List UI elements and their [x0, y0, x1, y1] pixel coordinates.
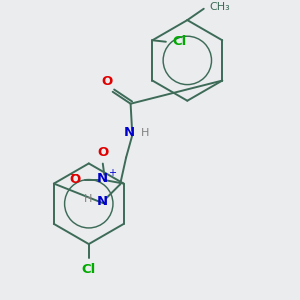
Text: H: H — [84, 194, 92, 204]
Text: H: H — [140, 128, 149, 138]
Text: −: − — [70, 169, 79, 180]
Text: O: O — [69, 173, 80, 186]
Text: O: O — [102, 75, 113, 88]
Text: CH₃: CH₃ — [209, 2, 230, 12]
Text: N: N — [124, 126, 135, 139]
Text: N: N — [97, 195, 108, 208]
Text: Cl: Cl — [82, 263, 96, 276]
Text: O: O — [97, 146, 108, 159]
Text: +: + — [108, 168, 116, 178]
Text: N: N — [96, 172, 107, 185]
Text: Cl: Cl — [172, 35, 187, 48]
